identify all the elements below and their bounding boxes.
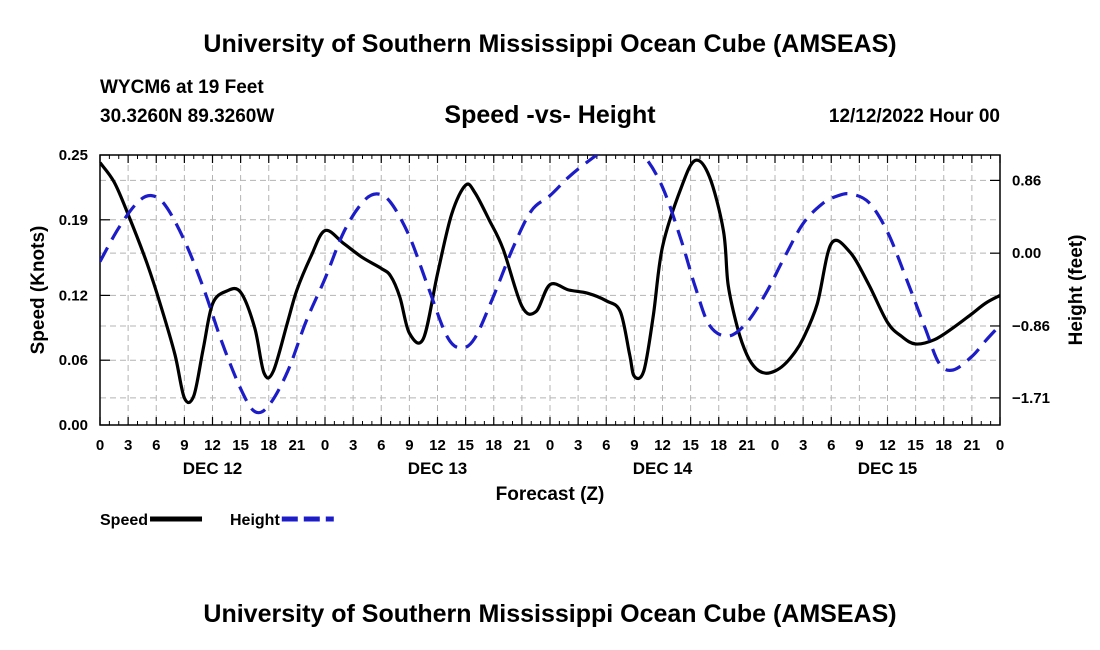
legend-label-height: Height bbox=[230, 512, 280, 529]
x-tick-label: 15 bbox=[232, 437, 249, 454]
forecast-datetime: 12/12/2022 Hour 00 bbox=[828, 106, 1000, 127]
y-axis-title: Speed (Knots) bbox=[28, 226, 49, 355]
x-tick-label: 15 bbox=[682, 437, 699, 454]
x-tick-label: 3 bbox=[799, 437, 807, 454]
y2-tick-label: −0.86 bbox=[1012, 318, 1050, 335]
x-tick-label: 6 bbox=[152, 437, 160, 454]
height-series-line bbox=[100, 155, 1000, 415]
legend: Speed Height bbox=[100, 512, 334, 529]
x-tick-label: 3 bbox=[574, 437, 582, 454]
chart-title: Speed -vs- Height bbox=[444, 101, 656, 129]
x-tick-label: 12 bbox=[429, 437, 446, 454]
legend-label-speed: Speed bbox=[100, 512, 148, 529]
x-tick-label: 9 bbox=[405, 437, 413, 454]
x-tick-label: 6 bbox=[377, 437, 385, 454]
x-tick-label: 9 bbox=[630, 437, 638, 454]
plot-frame bbox=[99, 154, 1001, 426]
y2-tick-label: 0.86 bbox=[1012, 172, 1041, 189]
day-label: DEC 14 bbox=[633, 459, 693, 478]
y-tick-label: 0.12 bbox=[59, 287, 88, 304]
x-tick-label: 21 bbox=[514, 437, 531, 454]
day-label: DEC 12 bbox=[183, 459, 243, 478]
y-tick-label: 0.06 bbox=[59, 352, 88, 369]
x-tick-label: 18 bbox=[710, 437, 727, 454]
y-tick-label: 0.00 bbox=[59, 417, 88, 434]
x-tick-label: 6 bbox=[827, 437, 835, 454]
footer-title: University of Southern Mississippi Ocean… bbox=[203, 600, 897, 628]
x-tick-label: 6 bbox=[602, 437, 610, 454]
day-label: DEC 13 bbox=[408, 459, 468, 478]
main-title: University of Southern Mississippi Ocean… bbox=[203, 30, 897, 58]
series-layer bbox=[100, 155, 1000, 415]
x-tick-label: 15 bbox=[907, 437, 924, 454]
y2-tick-label: −1.71 bbox=[1012, 390, 1050, 407]
y-tick-label: 0.25 bbox=[59, 147, 88, 164]
x-tick-label: 9 bbox=[855, 437, 863, 454]
station-label: WYCM6 at 19 Feet bbox=[100, 77, 264, 98]
day-label: DEC 15 bbox=[858, 459, 918, 478]
x-tick-label: 0 bbox=[771, 437, 779, 454]
y2-axis-title: Height (feet) bbox=[1066, 235, 1087, 346]
x-tick-label: 3 bbox=[124, 437, 132, 454]
speed-series-line bbox=[100, 158, 1000, 405]
y2-tick-label: 0.00 bbox=[1012, 245, 1041, 262]
axis-labels: 0 3 6 9 12 15 18 21 0 3 6 9 12 15 18 21 0 3 6 9 12 15 18 21 0 3 6 9… bbox=[28, 147, 1087, 505]
y-tick-label: 0.19 bbox=[59, 212, 88, 229]
x-tick-label: 18 bbox=[935, 437, 952, 454]
x-tick-label: 21 bbox=[739, 437, 756, 454]
x-tick-label: 21 bbox=[289, 437, 306, 454]
x-tick-label: 15 bbox=[457, 437, 474, 454]
x-tick-label: 0 bbox=[321, 437, 329, 454]
coordinates-label: 30.3260N 89.3260W bbox=[100, 106, 275, 127]
x-tick-label: 12 bbox=[654, 437, 671, 454]
x-tick-label: 18 bbox=[260, 437, 277, 454]
x-tick-label: 12 bbox=[879, 437, 896, 454]
x-tick-label: 0 bbox=[996, 437, 1004, 454]
x-tick-label: 3 bbox=[349, 437, 357, 454]
x-tick-label: 9 bbox=[180, 437, 188, 454]
x-tick-label: 21 bbox=[964, 437, 981, 454]
x-tick-label: 0 bbox=[96, 437, 104, 454]
x-tick-label: 12 bbox=[204, 437, 221, 454]
x-tick-label: 0 bbox=[546, 437, 554, 454]
x-tick-label: 18 bbox=[485, 437, 502, 454]
x-axis-title: Forecast (Z) bbox=[496, 484, 605, 505]
